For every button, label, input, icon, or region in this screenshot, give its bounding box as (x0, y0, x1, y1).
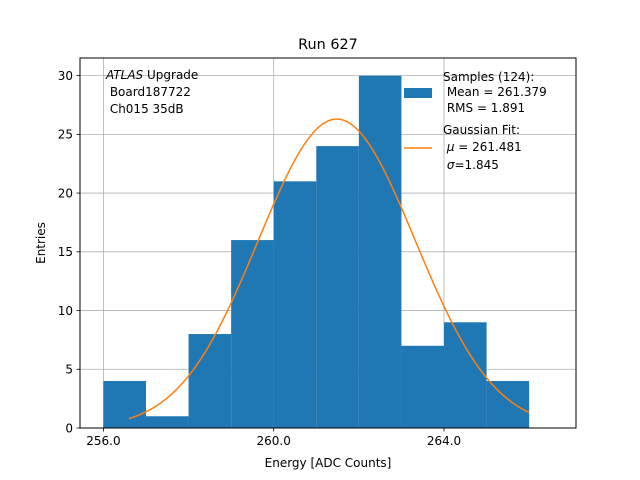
x-tick-label: 264.0 (427, 434, 461, 448)
y-tick-label: 0 (65, 421, 73, 435)
histogram-bar (188, 334, 232, 428)
histogram-bar (316, 146, 359, 428)
chart-title: Run 627 (298, 37, 358, 53)
legend-sigma-value: =1.845 (454, 158, 498, 172)
annotation-upgrade-label: Upgrade (143, 68, 198, 82)
histogram-bar (358, 75, 402, 428)
x-tick-label: 256.0 (86, 434, 120, 448)
histogram-bar (273, 181, 317, 428)
gaussian-fit-curve (128, 118, 530, 420)
y-axis-label: Entries (34, 222, 48, 264)
histogram-bar (231, 240, 274, 428)
histogram-bars (103, 75, 530, 428)
annotation-line-2: Board187722 (106, 85, 191, 99)
y-tick-label: 20 (58, 186, 73, 200)
y-tick-label: 25 (58, 128, 73, 142)
atlas-annotation: ATLAS Upgrade Board187722 Ch015 35dB (105, 68, 198, 116)
fit-curve-path (128, 118, 530, 420)
legend-mu-value: = 261.481 (454, 140, 521, 154)
histogram-bar (103, 381, 146, 428)
legend-samples-rms: RMS = 1.891 (443, 101, 525, 115)
legend-fit-sigma: σ=1.845 (443, 158, 499, 172)
histogram-bar (486, 381, 530, 428)
x-axis-label: Energy [ADC Counts] (265, 456, 392, 470)
annotation-line-3: Ch015 35dB (106, 102, 184, 116)
legend-samples-title: Samples (124): (443, 70, 534, 84)
y-tick-label: 15 (58, 245, 73, 259)
axis-ticks: 256.0 260.0 264.0 0 5 10 15 20 25 30 (58, 69, 461, 448)
annotation-line-1: ATLAS Upgrade (105, 68, 198, 82)
y-tick-label: 10 (58, 304, 73, 318)
legend-fit-title: Gaussian Fit: (443, 123, 520, 137)
legend: Samples (124): Mean = 261.379 RMS = 1.89… (404, 70, 547, 172)
histogram-bar (444, 322, 487, 428)
histogram-bar (145, 416, 189, 428)
legend-fit-mu: μ = 261.481 (443, 140, 522, 154)
legend-sigma-symbol: σ (447, 158, 455, 172)
x-tick-label: 260.0 (257, 434, 291, 448)
histogram-bar (401, 345, 445, 428)
legend-mu-symbol: μ (446, 140, 455, 154)
legend-samples-swatch (404, 88, 432, 98)
annotation-italic-label: ATLAS (105, 68, 144, 82)
legend-samples-mean: Mean = 261.379 (443, 85, 547, 99)
y-tick-label: 5 (65, 363, 73, 377)
y-tick-label: 30 (58, 69, 73, 83)
axes-frame (79, 57, 577, 429)
